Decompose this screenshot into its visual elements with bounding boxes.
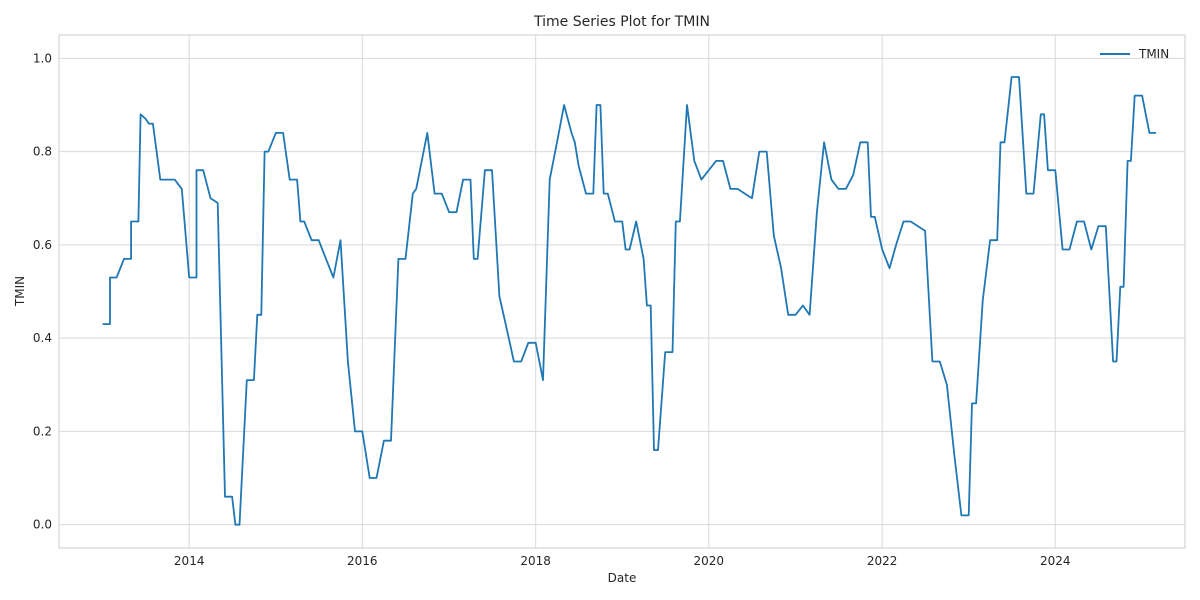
plot-frame (58, 34, 1186, 549)
y-tick-label: 0.2 (33, 424, 52, 438)
y-tick-label: 1.0 (33, 51, 52, 65)
series-layer (102, 76, 1157, 526)
y-tick-label: 0.0 (33, 518, 52, 532)
y-tick-labels: 0.0 0.2 0.4 0.6 0.8 1.0 (33, 51, 52, 531)
x-tick-label: 2016 (347, 554, 378, 568)
series-line-tmin (102, 76, 1157, 526)
y-tick-label: 0.4 (33, 331, 52, 345)
y-tick-label: 0.6 (33, 238, 52, 252)
x-axis-title: Date (608, 571, 637, 585)
chart-title: Time Series Plot for TMIN (533, 14, 710, 30)
grid (59, 35, 1185, 548)
x-tick-label: 2022 (867, 554, 898, 568)
x-tick-label: 2014 (174, 554, 205, 568)
x-tick-labels: 2014 2016 2018 2020 2022 2024 (174, 554, 1071, 568)
y-tick-label: 0.8 (33, 145, 52, 159)
legend: TMIN (1100, 47, 1169, 61)
x-tick-label: 2018 (520, 554, 551, 568)
y-axis-title: TMIN (13, 276, 27, 307)
x-tick-label: 2024 (1040, 554, 1071, 568)
x-tick-label: 2020 (694, 554, 725, 568)
legend-label-tmin: TMIN (1138, 47, 1169, 61)
